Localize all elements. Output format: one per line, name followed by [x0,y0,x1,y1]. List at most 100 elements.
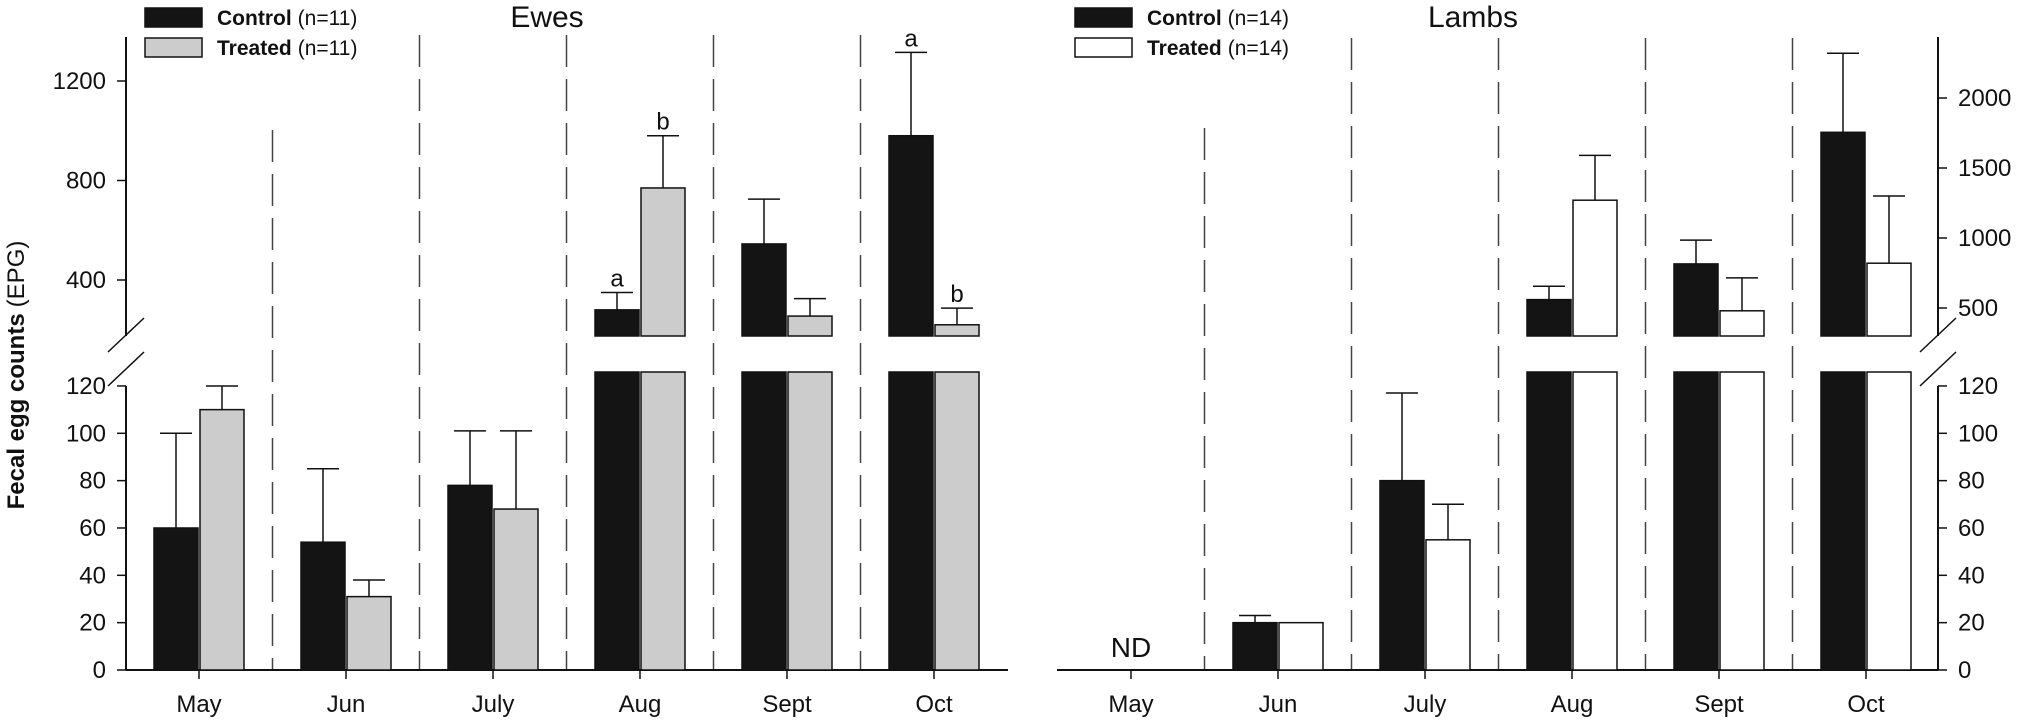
x-tick-label: Oct [1847,691,1885,718]
significance-label: b [950,281,963,308]
bar-treated-upper [1866,262,1912,337]
significance-label: b [656,109,669,136]
bar-treated-upper [787,315,833,337]
y-tick-label: 20 [1958,610,1985,637]
bar-control-upper [1673,263,1719,337]
bar-control [1379,479,1425,671]
panel-title: Ewes [510,1,583,34]
bar-control-upper [1820,131,1866,337]
panel-lambs: Lambs Control (n=14) Treated (n=14) May Jun Jul… [1057,1,2011,718]
bar-treated-lower [1866,371,1912,671]
y-tick-label: 1000 [1958,225,2011,252]
legend-swatch-treated [1074,37,1133,58]
axis-break-mark [107,351,145,387]
y-tick-label: 100 [1958,420,1998,447]
axis-break-mark [107,317,145,353]
significance-label: a [904,25,918,52]
legend-label-treated: Treated (n=11) [217,37,357,60]
y-axis-label-unit: (EPG) [3,241,30,308]
y-tick-label: 60 [79,515,106,542]
y-tick-label: 1200 [53,68,106,95]
y-tick-label: 1500 [1958,155,2011,182]
y-axis-label: Fecal egg counts (EPG) [3,241,30,510]
annotation-not-detected: ND [1111,632,1151,663]
legend-label-control: Control (n=11) [217,7,357,30]
bar-control-upper [594,309,640,337]
legend-swatch-control [144,7,203,28]
legend-label-control: Control (n=14) [1147,7,1289,30]
bar-control-lower [741,371,787,671]
x-tick-label: Aug [1551,691,1594,718]
bar-treated-lower [1572,371,1618,671]
bar-treated [199,408,245,671]
bar-treated-upper [640,187,686,337]
bar-control-lower [888,371,934,671]
y-tick-label: 800 [66,168,106,195]
legend-label-treated: Treated (n=14) [1147,37,1289,60]
x-tick-label: Oct [915,691,953,718]
bar-treated-lower [640,371,686,671]
y-tick-label: 400 [66,267,106,294]
legend-series-name: Control [217,7,292,30]
y-tick-label: 80 [79,468,106,495]
x-tick-label: Sept [1694,691,1744,718]
x-tick-label: Aug [619,691,662,718]
bar-treated [493,508,539,671]
bar-treated-lower [1719,371,1765,671]
y-tick-label: 120 [1958,373,1998,400]
x-tick-label: Sept [762,691,812,718]
legend-series-n: (n=14) [1228,37,1289,60]
axis-break-mark [1919,317,1957,353]
y-tick-label: 100 [66,420,106,447]
bar-treated [1425,539,1471,671]
bar-control [300,541,346,671]
y-tick-label: 40 [79,562,106,589]
legend-swatch-treated [144,37,203,58]
x-tick-label: July [1404,691,1447,718]
bar-control-upper [888,134,934,337]
bar-control-lower [1673,371,1719,671]
bar-control [1232,621,1278,671]
bar-control-lower [594,371,640,671]
panel-ewes: Ewes Control (n=11) Treated (n=11) May Jun July… [3,1,1008,718]
legend-series-name: Treated [217,37,292,60]
x-tick-label: Jun [1259,691,1298,718]
x-tick-label: May [1108,691,1153,718]
legend-series-n: (n=14) [1228,7,1289,30]
bar-treated-lower [934,371,980,671]
x-tick-label: Jun [327,691,366,718]
y-tick-label: 20 [79,610,106,637]
bar-control-upper [1526,298,1572,337]
bar-treated [346,595,392,671]
bar-treated-upper [1572,199,1618,337]
y-tick-label: 0 [93,657,106,684]
y-tick-label: 60 [1958,515,1985,542]
bar-control-lower [1820,371,1866,671]
bar-treated [1278,621,1324,671]
panel-title: Lambs [1428,1,1518,34]
bar-control-upper [741,243,787,337]
bar-control [153,527,199,671]
bar-treated-upper [934,324,980,337]
bar-control-lower [1526,371,1572,671]
y-tick-label: 80 [1958,468,1985,495]
y-tick-label: 120 [66,373,106,400]
y-tick-label: 0 [1958,657,1971,684]
legend-series-n: (n=11) [298,7,358,30]
x-tick-label: May [176,691,221,718]
x-tick-label: July [472,691,515,718]
bar-treated-lower [787,371,833,671]
legend-series-n: (n=11) [298,37,358,60]
bar-treated-upper [1719,310,1765,337]
legend-series-name: Treated [1147,37,1222,60]
bar-control [447,484,493,671]
legend-swatch-control [1074,7,1133,28]
y-tick-label: 40 [1958,562,1985,589]
y-tick-label: 2000 [1958,85,2011,112]
axis-break-mark [1919,351,1957,387]
legend-series-name: Control [1147,7,1222,30]
y-tick-label: 500 [1958,295,1998,322]
y-axis-label-bold: Fecal egg counts [3,313,30,509]
significance-label: a [610,265,624,292]
